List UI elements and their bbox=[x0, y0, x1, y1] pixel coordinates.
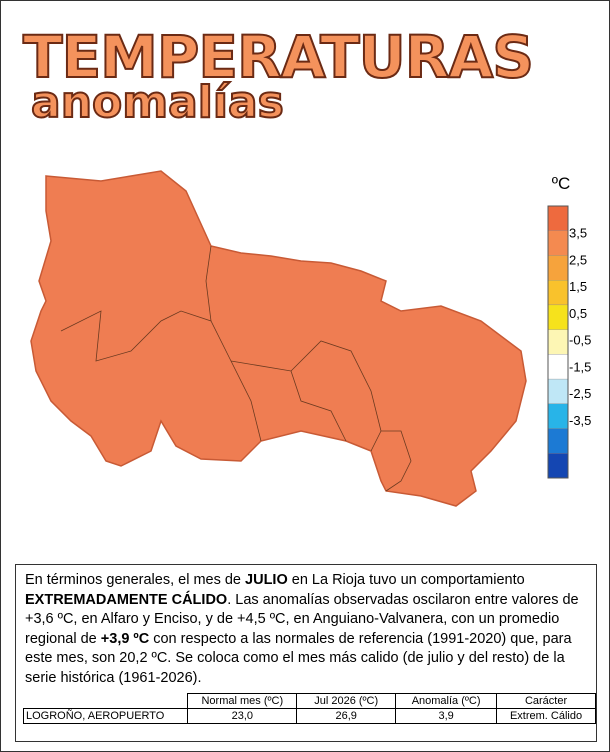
legend-border bbox=[547, 205, 569, 479]
legend-label: 3,5 bbox=[569, 226, 587, 241]
table-cell: 26,9 bbox=[296, 708, 397, 724]
table-header-cell: Anomalía (ºC) bbox=[395, 693, 498, 709]
table-header-cell: Carácter bbox=[496, 693, 596, 709]
table-cell: 3,9 bbox=[395, 708, 498, 724]
province-lines bbox=[60, 245, 412, 492]
table-header-cell: Normal mes (ºC) bbox=[187, 693, 298, 709]
legend-swatch bbox=[547, 403, 569, 429]
legend-swatch bbox=[547, 378, 569, 404]
text-segment: EXTREMADAMENTE CÁLIDO bbox=[25, 591, 228, 608]
legend-label: -1,5 bbox=[569, 359, 591, 374]
legend-swatch bbox=[547, 354, 569, 380]
table-cell bbox=[24, 694, 188, 709]
table-cell: Extrem. Cálido bbox=[496, 708, 596, 724]
legend: ºC 3,5 2,5 1,5 0,5 -0,5 -1,5 -2,5 -3,5 bbox=[547, 174, 591, 479]
text-segment: JULIO bbox=[245, 572, 288, 588]
paragraph: En términos generales, el mes de JULIO e… bbox=[25, 571, 591, 688]
legend-label: 1,5 bbox=[569, 279, 587, 294]
legend-swatch bbox=[547, 230, 569, 256]
legend-swatch bbox=[547, 304, 569, 330]
legend-swatch bbox=[547, 453, 569, 479]
subtitle: anomalías bbox=[30, 76, 285, 129]
legend-unit: ºC bbox=[552, 174, 571, 193]
legend-swatch bbox=[547, 329, 569, 355]
map bbox=[30, 170, 527, 507]
text-segment: En términos generales, el mes de bbox=[25, 572, 246, 588]
region-map bbox=[30, 170, 527, 507]
legend-label: 0,5 bbox=[569, 306, 587, 321]
text-box: En términos generales, el mes de JULIO e… bbox=[15, 564, 597, 742]
legend-swatch bbox=[547, 428, 569, 454]
table-header-row: Normal mes (ºC) Jul 2026 (ºC) Anomalía (ºC… bbox=[24, 693, 596, 709]
text-segment: con respecto a las normales de referenci… bbox=[25, 630, 572, 686]
text-segment: +3,9 ºC bbox=[100, 630, 150, 647]
legend-label: -3,5 bbox=[569, 413, 591, 428]
table-row: LOGROÑO, AEROPUERTO 23,0 26,9 3,9 Extrem. Cá… bbox=[22, 708, 596, 724]
legend-label: -2,5 bbox=[569, 386, 591, 401]
legend-swatch bbox=[547, 255, 569, 281]
legend-label: -0,5 bbox=[569, 333, 591, 348]
text-segment: . Las anomalías observadas oscilaron ent… bbox=[25, 591, 579, 647]
table-cell: LOGROÑO, AEROPUERTO bbox=[22, 708, 189, 724]
table-header-cell: Jul 2026 (ºC) bbox=[296, 693, 397, 709]
legend-swatch bbox=[547, 205, 569, 231]
text-segment: en La Rioja tuvo un comportamiento bbox=[287, 572, 525, 588]
table: Normal mes (ºC) Jul 2026 (ºC) Anomalía (ºC… bbox=[22, 693, 596, 724]
table-cell: 23,0 bbox=[187, 708, 298, 724]
legend-label: 2,5 bbox=[569, 252, 587, 267]
legend-swatch bbox=[547, 280, 569, 306]
title: TEMPERATURAS bbox=[22, 22, 535, 92]
